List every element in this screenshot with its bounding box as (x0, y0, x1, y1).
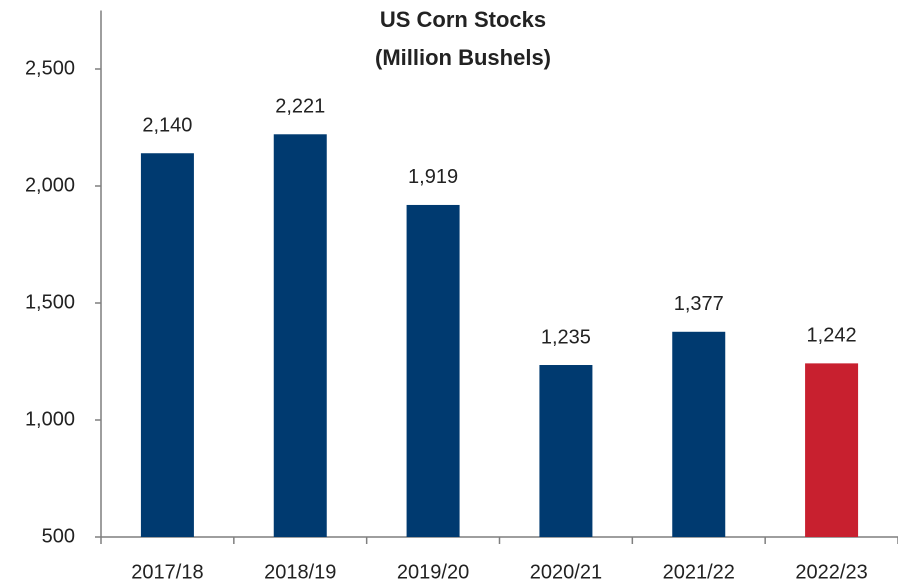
chart-subtitle: (Million Bushels) (375, 45, 551, 70)
x-tick-label: 2019/20 (397, 561, 469, 583)
y-tick-label: 1,000 (25, 408, 75, 430)
y-tick-label: 2,000 (25, 174, 75, 196)
value-label: 1,235 (541, 326, 591, 348)
bar (273, 134, 327, 537)
value-label: 2,140 (142, 115, 192, 137)
bar (406, 204, 460, 538)
bar (539, 365, 593, 537)
bar (140, 153, 194, 538)
x-tick-label: 2018/19 (264, 561, 336, 583)
value-label: 1,242 (807, 325, 857, 347)
value-label: 2,221 (275, 96, 325, 118)
x-tick-label: 2021/22 (663, 561, 735, 583)
bar (805, 363, 859, 537)
y-tick-label: 1,500 (25, 291, 75, 313)
chart-title: US Corn Stocks (380, 7, 546, 32)
x-tick-label: 2017/18 (131, 561, 203, 583)
y-tick-label: 2,500 (25, 57, 75, 79)
y-tick-label: 500 (42, 525, 75, 547)
x-tick-label: 2022/23 (795, 561, 867, 583)
value-label: 1,377 (674, 293, 724, 315)
value-label: 1,919 (408, 166, 458, 188)
bar (672, 331, 726, 537)
x-tick-label: 2020/21 (530, 561, 602, 583)
